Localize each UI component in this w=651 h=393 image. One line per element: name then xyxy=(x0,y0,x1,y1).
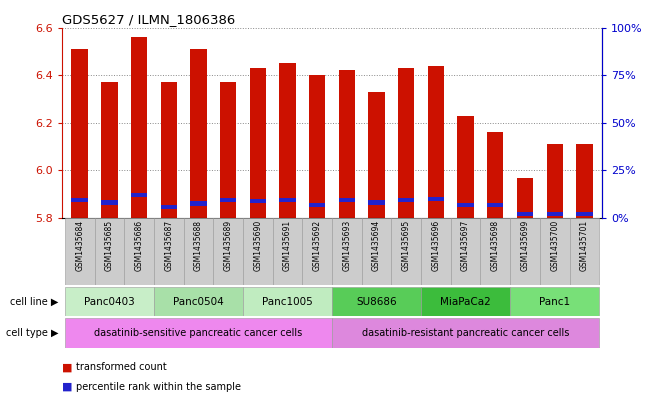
Bar xyxy=(339,70,355,218)
Bar xyxy=(161,205,177,209)
Text: GSM1435697: GSM1435697 xyxy=(461,220,470,272)
Text: MiaPaCa2: MiaPaCa2 xyxy=(440,297,491,307)
Bar xyxy=(339,198,355,202)
Bar xyxy=(131,193,147,197)
Bar xyxy=(398,198,415,202)
Text: SU8686: SU8686 xyxy=(356,297,397,307)
Bar xyxy=(154,218,184,285)
Bar xyxy=(362,218,391,285)
Bar xyxy=(190,49,206,218)
Bar xyxy=(65,318,332,348)
Text: dasatinib-sensitive pancreatic cancer cells: dasatinib-sensitive pancreatic cancer ce… xyxy=(94,328,303,338)
Bar xyxy=(576,212,592,217)
Text: Panc0403: Panc0403 xyxy=(84,297,135,307)
Text: GSM1435684: GSM1435684 xyxy=(75,220,84,271)
Bar xyxy=(487,203,503,207)
Bar xyxy=(243,287,332,316)
Text: Panc1: Panc1 xyxy=(539,297,570,307)
Bar xyxy=(450,218,480,285)
Bar xyxy=(309,203,326,207)
Text: GSM1435685: GSM1435685 xyxy=(105,220,114,271)
Bar xyxy=(220,82,236,218)
Bar xyxy=(72,49,88,218)
Bar xyxy=(249,199,266,203)
Text: cell line ▶: cell line ▶ xyxy=(10,297,59,307)
Bar xyxy=(421,287,510,316)
Bar xyxy=(510,287,599,316)
Bar xyxy=(368,200,385,204)
Bar xyxy=(94,218,124,285)
Bar xyxy=(421,218,450,285)
Bar xyxy=(154,287,243,316)
Text: GSM1435701: GSM1435701 xyxy=(580,220,589,271)
Text: cell type ▶: cell type ▶ xyxy=(6,328,59,338)
Text: GSM1435698: GSM1435698 xyxy=(491,220,500,271)
Text: Panc0504: Panc0504 xyxy=(173,297,224,307)
Bar xyxy=(428,66,444,218)
Bar xyxy=(458,203,474,207)
Bar xyxy=(517,212,533,217)
Bar xyxy=(279,198,296,202)
Text: Panc1005: Panc1005 xyxy=(262,297,313,307)
Bar xyxy=(65,218,94,285)
Text: GSM1435694: GSM1435694 xyxy=(372,220,381,272)
Bar xyxy=(510,218,540,285)
Text: GSM1435700: GSM1435700 xyxy=(550,220,559,272)
Bar xyxy=(243,218,273,285)
Text: GSM1435692: GSM1435692 xyxy=(312,220,322,271)
Text: GSM1435688: GSM1435688 xyxy=(194,220,203,271)
Bar xyxy=(398,68,415,218)
Bar xyxy=(161,82,177,218)
Bar xyxy=(480,218,510,285)
Bar xyxy=(124,218,154,285)
Bar xyxy=(249,68,266,218)
Bar xyxy=(184,218,214,285)
Text: transformed count: transformed count xyxy=(76,362,167,373)
Bar xyxy=(101,82,118,218)
Bar xyxy=(65,287,154,316)
Bar xyxy=(458,116,474,218)
Text: GSM1435695: GSM1435695 xyxy=(402,220,411,272)
Text: ■: ■ xyxy=(62,362,72,373)
Text: percentile rank within the sample: percentile rank within the sample xyxy=(76,382,241,392)
Text: GSM1435693: GSM1435693 xyxy=(342,220,352,272)
Bar xyxy=(190,202,206,206)
Bar xyxy=(540,218,570,285)
Bar xyxy=(368,92,385,218)
Bar xyxy=(101,200,118,204)
Text: ■: ■ xyxy=(62,382,72,392)
Bar xyxy=(273,218,302,285)
Bar xyxy=(279,63,296,218)
Bar xyxy=(570,218,599,285)
Bar xyxy=(428,196,444,201)
Bar xyxy=(220,198,236,202)
Bar xyxy=(332,218,362,285)
Bar xyxy=(72,198,88,202)
Bar xyxy=(546,144,563,218)
Text: GSM1435687: GSM1435687 xyxy=(164,220,173,271)
Text: GDS5627 / ILMN_1806386: GDS5627 / ILMN_1806386 xyxy=(62,13,235,26)
Bar xyxy=(517,178,533,218)
Text: GSM1435686: GSM1435686 xyxy=(135,220,143,271)
Bar xyxy=(309,75,326,218)
Bar xyxy=(391,218,421,285)
Text: GSM1435691: GSM1435691 xyxy=(283,220,292,271)
Bar xyxy=(214,218,243,285)
Bar xyxy=(332,287,421,316)
Text: GSM1435699: GSM1435699 xyxy=(521,220,529,272)
Bar xyxy=(332,318,599,348)
Bar xyxy=(131,37,147,218)
Bar xyxy=(546,212,563,217)
Bar xyxy=(487,132,503,218)
Text: dasatinib-resistant pancreatic cancer cells: dasatinib-resistant pancreatic cancer ce… xyxy=(362,328,569,338)
Text: GSM1435696: GSM1435696 xyxy=(432,220,441,272)
Text: GSM1435689: GSM1435689 xyxy=(223,220,232,271)
Text: GSM1435690: GSM1435690 xyxy=(253,220,262,272)
Bar xyxy=(302,218,332,285)
Bar xyxy=(576,144,592,218)
